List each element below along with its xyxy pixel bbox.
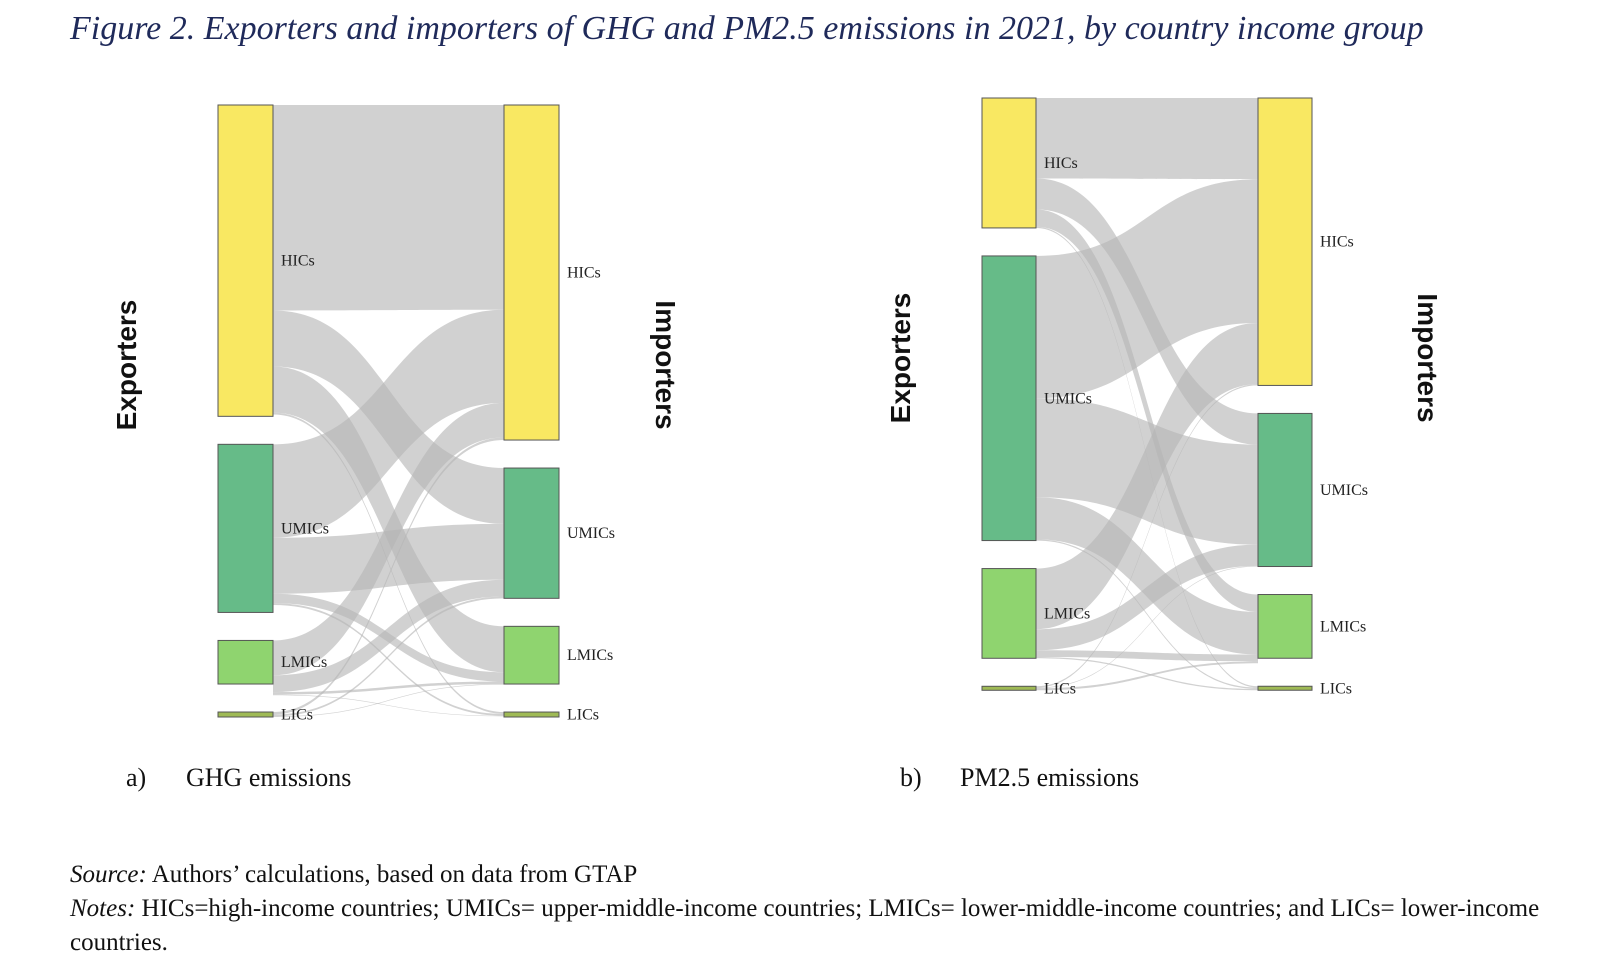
figure-title: Figure 2. Exporters and importers of GHG… (70, 10, 1424, 47)
source-line: Source: Authors’ calculations, based on … (70, 858, 1570, 892)
exporter-label-lmics: LMICs (281, 654, 327, 671)
node-labels: HICs UMICs LMICs LICs HICs UMICs LMICs LICs (1044, 155, 1368, 697)
exporter-node-umics (981, 255, 1037, 542)
exporters-axis-label: Exporters (111, 300, 142, 431)
node-labels: HICs UMICs LMICs LICs HICs UMICs LMICs LICs (281, 253, 615, 724)
exporter-node-hics (981, 97, 1037, 229)
flow-hics-to-hics (1036, 98, 1258, 180)
exporter-label-lics: LICs (1044, 680, 1076, 697)
flow-lmics-to-umics (1036, 544, 1258, 651)
flow-lmics-to-lics (273, 694, 504, 717)
flow-umics-to-umics (273, 523, 504, 594)
flow-hics-to-lmics (1036, 209, 1258, 613)
exporter-label-hics: HICs (281, 253, 315, 270)
exporter-label-lics: LICs (281, 707, 313, 724)
flow-lmics-to-lics (1036, 657, 1258, 691)
importers-axis-label: Importers (1412, 293, 1443, 422)
exporter-label-lmics: LMICs (1044, 605, 1090, 622)
importer-label-lmics: LMICs (1320, 618, 1366, 635)
importer-label-lmics: LMICs (567, 647, 613, 664)
notes-label: Notes: (70, 895, 136, 922)
flow-lmics-to-hics (273, 402, 504, 676)
sankey-panel-ghg: HICs UMICs LMICs LICs HICs UMICs LMICs LICs Exp… (100, 95, 720, 735)
sankey-diagram-ghg: HICs UMICs LMICs LICs HICs UMICs LMICs LICs Exp… (111, 104, 681, 724)
notes-text: HICs=high-income countries; UMICs= upper… (70, 895, 1540, 956)
importer-node-hics (1257, 97, 1313, 386)
importer-label-hics: HICs (567, 265, 601, 282)
nodes (981, 97, 1313, 691)
flow-lmics-to-hics (1036, 322, 1258, 630)
importer-label-lics: LICs (1320, 680, 1352, 697)
exporter-label-hics: HICs (1044, 155, 1078, 172)
caption-letter: a) (126, 763, 147, 792)
source-label: Source: (70, 861, 147, 888)
importer-node-hics (503, 104, 560, 441)
importer-node-lics (1257, 685, 1313, 691)
importer-node-lics (503, 711, 560, 718)
flow-lics-to-umics (273, 596, 504, 717)
importer-node-lmics (1257, 594, 1313, 659)
flow-umics-to-lmics (1036, 497, 1258, 655)
flow-hics-to-hics (273, 105, 504, 311)
flow-lmics-to-lmics (1036, 650, 1258, 662)
sankey-panel-pm25: HICs UMICs LMICs LICs HICs UMICs LMICs LICs Exp… (880, 88, 1500, 728)
flow-links (273, 105, 504, 717)
flow-umics-to-hics (1036, 179, 1258, 399)
caption-pm25: b) PM2.5 emissions (900, 763, 1139, 793)
flow-umics-to-hics (273, 309, 504, 538)
flow-lics-to-umics (1036, 565, 1258, 689)
caption-letter: b) (900, 763, 922, 792)
importer-node-umics (503, 467, 560, 599)
flow-lics-to-lmics (273, 684, 504, 717)
source-text: Authors’ calculations, based on data fro… (151, 861, 638, 888)
flow-lmics-to-umics (273, 579, 504, 693)
flow-umics-to-lics (1036, 539, 1258, 689)
caption-ghg: a) GHG emissions (126, 763, 351, 793)
caption-text: GHG emissions (186, 763, 352, 792)
exporter-label-umics: UMICs (1044, 390, 1092, 407)
caption-text: PM2.5 emissions (960, 763, 1140, 792)
flow-umics-to-lics (273, 603, 504, 716)
flow-lmics-to-lmics (273, 681, 504, 695)
figure-footnote: Source: Authors’ calculations, based on … (70, 858, 1570, 960)
importer-label-hics: HICs (1320, 234, 1354, 251)
importer-node-lmics (503, 625, 560, 685)
notes-line: Notes: HICs=high-income countries; UMICs… (70, 892, 1570, 960)
exporter-label-umics: UMICs (281, 520, 329, 537)
flow-links (1036, 98, 1258, 691)
exporter-node-lics (981, 685, 1037, 691)
importer-node-umics (1257, 412, 1313, 568)
flow-lics-to-lmics (1036, 661, 1258, 691)
importer-label-lics: LICs (567, 707, 599, 724)
nodes (217, 104, 560, 718)
importer-label-umics: UMICs (1320, 482, 1368, 499)
sankey-diagram-pm25: HICs UMICs LMICs LICs HICs UMICs LMICs LICs Exp… (885, 97, 1443, 697)
flow-lics-to-hics (1036, 384, 1258, 688)
importers-axis-label: Importers (650, 300, 681, 429)
flow-hics-to-lmics (273, 366, 504, 673)
exporter-node-hics (217, 104, 274, 417)
exporters-axis-label: Exporters (885, 293, 916, 424)
exporter-node-lics (217, 711, 274, 718)
exporter-node-lmics (981, 568, 1037, 659)
importer-label-umics: UMICs (567, 525, 615, 542)
flow-lics-to-hics (273, 437, 504, 715)
exporter-node-lmics (217, 639, 274, 685)
exporter-node-umics (217, 443, 274, 613)
